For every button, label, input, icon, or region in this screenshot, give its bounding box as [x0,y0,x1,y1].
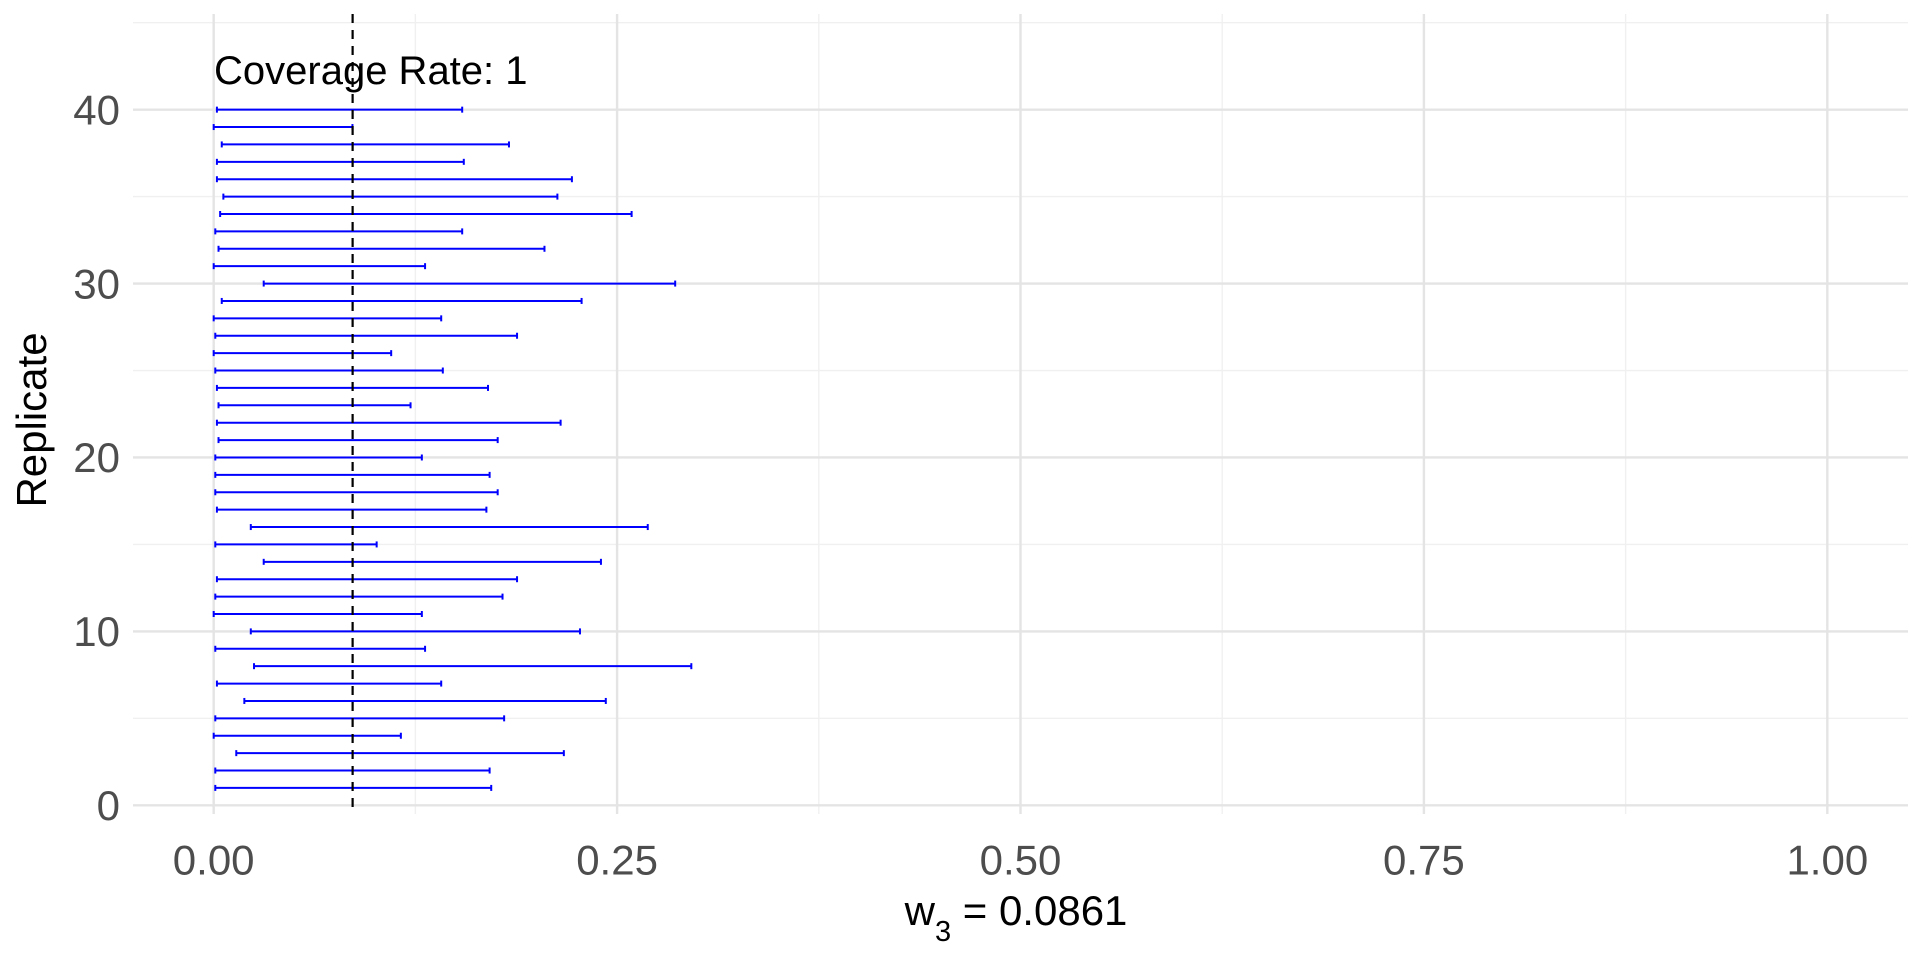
x-tick-label: 0.75 [1383,837,1465,884]
interval-bar [215,576,519,583]
x-axis-label-rest: = 0.0861 [951,887,1127,934]
interval-bar [214,228,464,235]
interval-bar [215,419,562,426]
interval-bar [217,245,546,252]
coverage-annotation: Coverage Rate: 1 [214,49,528,93]
interval-bar [214,645,427,652]
interval-bar [214,454,423,461]
interval-bar [262,558,602,565]
x-axis-label-main: w [904,887,936,934]
x-tick-label: 1.00 [1786,837,1868,884]
interval-bar [220,141,510,148]
x-axis-label: w3 = 0.0861 [904,887,1128,948]
interval-bar [220,297,583,304]
interval-bar [214,541,378,548]
x-tick-label: 0.50 [980,837,1062,884]
y-tick-label: 40 [73,86,120,133]
interval-bar [214,593,504,600]
grid [133,14,1908,814]
y-tick-label: 0 [97,782,120,829]
interval-bar [214,367,444,374]
interval-bar [212,732,402,739]
interval-bar [212,350,393,357]
interval-bar [214,471,491,478]
interval-bar [215,106,464,113]
interval-bar [249,524,649,531]
interval-bar [219,211,633,217]
interval-bar [212,263,427,270]
interval-bar [253,663,693,670]
interval-bar [217,437,499,444]
y-tick-label: 20 [73,434,120,481]
y-axis-label: Replicate [8,332,55,507]
interval-bar [212,611,423,617]
interval-bar [215,680,443,687]
y-axis-ticks: 0 10 20 30 40 [73,86,120,829]
interval-bar [214,489,499,496]
x-tick-label: 0.25 [576,837,658,884]
y-tick-label: 30 [73,260,120,307]
interval-bar [215,506,488,513]
x-axis-ticks: 0.00 0.25 0.50 0.75 1.00 [173,837,1868,884]
interval-bar [215,158,465,165]
interval-bar [214,332,519,339]
interval-bar [217,402,412,409]
interval-bar [212,315,443,322]
interval-bar [215,176,573,183]
x-axis-label-subscript: 3 [935,916,951,948]
interval-bar [249,628,581,635]
y-tick-label: 10 [73,608,120,655]
interval-series [212,106,693,791]
interval-bar [235,750,565,757]
interval-bar [214,715,506,722]
interval-bar [262,280,677,287]
interval-bar [212,124,354,131]
interval-bar [222,193,559,200]
interval-bar [243,697,607,704]
x-tick-label: 0.00 [173,837,255,884]
